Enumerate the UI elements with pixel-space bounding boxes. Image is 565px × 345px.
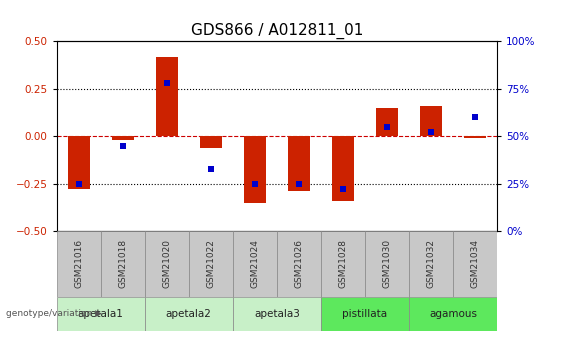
Bar [111,136,133,140]
Text: GSM21018: GSM21018 [118,239,127,288]
Text: GSM21024: GSM21024 [250,239,259,288]
Bar [332,136,354,201]
Bar [464,136,486,138]
Bar [244,136,266,203]
Bar [277,231,321,297]
Text: GSM21034: GSM21034 [471,239,480,288]
Text: GSM21028: GSM21028 [338,239,347,288]
Bar [145,231,189,297]
Text: GSM21032: GSM21032 [427,239,436,288]
Bar [321,231,365,297]
Text: apetala3: apetala3 [254,309,300,319]
Bar [453,231,497,297]
Bar [145,297,233,331]
Title: GDS866 / A012811_01: GDS866 / A012811_01 [190,22,363,39]
Bar [409,231,453,297]
Bar [365,231,409,297]
Bar [56,297,145,331]
Text: GSM21016: GSM21016 [74,239,83,288]
Bar [409,297,497,331]
Text: apetala2: apetala2 [166,309,212,319]
Bar [101,231,145,297]
Bar [288,136,310,191]
Text: GSM21020: GSM21020 [162,239,171,288]
Bar [56,231,101,297]
Text: apetala1: apetala1 [77,309,124,319]
Text: pistillata: pistillata [342,309,388,319]
Text: agamous: agamous [429,309,477,319]
Bar [68,136,89,189]
Text: GSM21022: GSM21022 [206,239,215,288]
Bar [233,231,277,297]
Bar [376,108,398,136]
Text: genotype/variation ▶: genotype/variation ▶ [6,309,102,318]
Bar [155,57,177,136]
Text: GSM21026: GSM21026 [294,239,303,288]
Bar [321,297,409,331]
Text: GSM21030: GSM21030 [383,239,392,288]
Bar [420,106,442,136]
Bar [189,231,233,297]
Bar [233,297,321,331]
Bar [199,136,221,148]
